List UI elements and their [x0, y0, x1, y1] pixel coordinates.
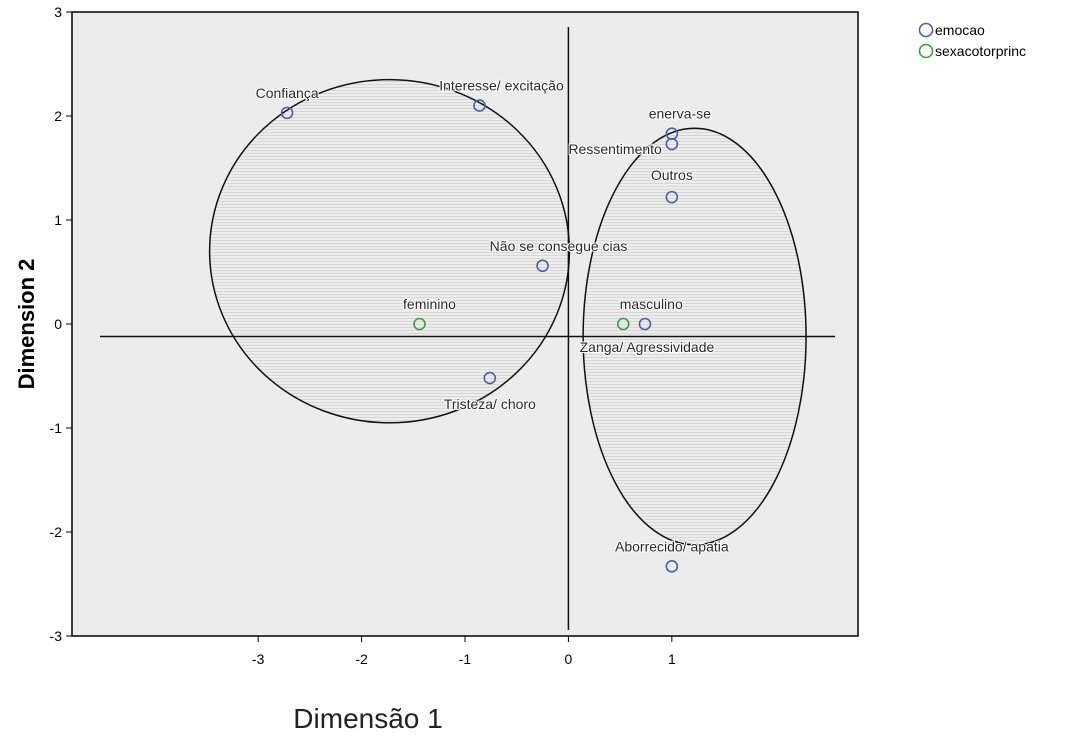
point-label: Interesse/ excitação	[439, 78, 564, 94]
point-label: Outros	[651, 167, 693, 183]
x-tick-label: 0	[565, 651, 573, 667]
data-point-sexacotorprinc	[616, 317, 630, 331]
point-label: Zanga/ Agressividade	[580, 339, 715, 355]
point-label: Confiança	[256, 85, 319, 101]
y-tick-label: 1	[54, 212, 62, 228]
data-point-sexacotorprinc	[413, 317, 426, 331]
x-tick-label: 1	[668, 651, 676, 667]
data-point-emocao	[638, 317, 652, 331]
y-tick-label: -1	[50, 420, 63, 436]
point-label: Aborrecido/ apatia	[615, 538, 729, 554]
legend-label: emocao	[935, 22, 985, 38]
point-label: feminino	[403, 296, 456, 312]
data-point-emocao	[665, 137, 679, 151]
point-label: Tristeza/ choro	[444, 396, 536, 412]
y-tick-label: 3	[54, 4, 62, 20]
y-tick-label: 0	[54, 316, 62, 332]
data-point-emocao	[536, 259, 549, 273]
y-axis-title: Dimension 2	[14, 259, 39, 390]
legend-marker-emocao	[918, 22, 934, 38]
point-label: Não se consegue cias	[490, 238, 628, 254]
point-label: masculino	[620, 296, 683, 312]
y-tick-label: -2	[50, 524, 63, 540]
x-axis-title: Dimensão 1	[293, 703, 442, 733]
legend-marker-sexacotorprinc	[918, 43, 934, 59]
x-tick-label: -3	[252, 651, 265, 667]
data-point-emocao	[483, 371, 497, 385]
data-point-emocao	[665, 190, 679, 204]
legend-label: sexacotorprinc	[935, 43, 1026, 59]
data-point-emocao	[473, 99, 486, 112]
point-label: Ressentimento	[568, 141, 662, 157]
y-tick-label: 2	[54, 108, 62, 124]
point-label: enerva-se	[649, 106, 711, 122]
x-tick-label: -1	[459, 651, 472, 667]
data-point-emocao	[665, 560, 679, 573]
y-tick-label: -3	[50, 628, 63, 644]
data-point-emocao	[280, 106, 294, 120]
x-tick-label: -2	[355, 651, 368, 667]
